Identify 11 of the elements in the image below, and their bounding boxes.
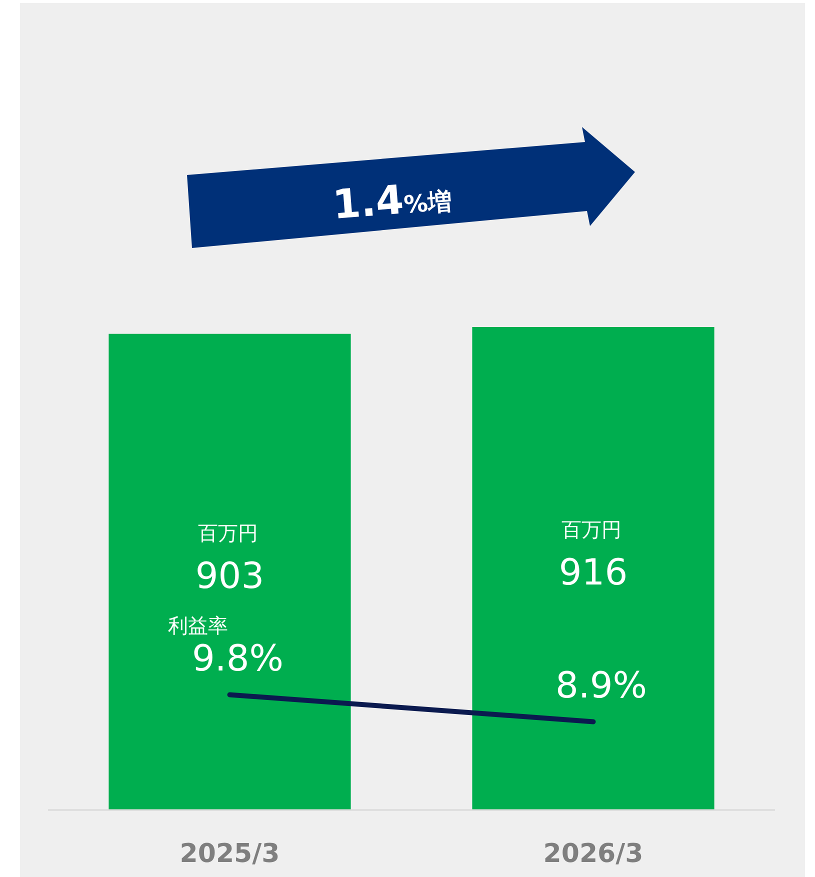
data-label: 9.8%: [192, 638, 284, 680]
data-label: 916: [558, 552, 628, 594]
plot: 百万円 903 百万円 916 9.8% 利益率 8.9%: [108, 327, 714, 810]
annotation: 利益率: [168, 614, 228, 638]
annotation: 百万円: [561, 518, 622, 542]
annotation: 百万円: [198, 520, 258, 545]
x-tick-label: 2026/3: [543, 839, 644, 869]
text: 1.4%増: [331, 177, 453, 229]
x-tick-label: 2025/3: [180, 839, 280, 869]
data-label: 903: [195, 556, 264, 597]
data-label: 8.9%: [556, 666, 647, 707]
